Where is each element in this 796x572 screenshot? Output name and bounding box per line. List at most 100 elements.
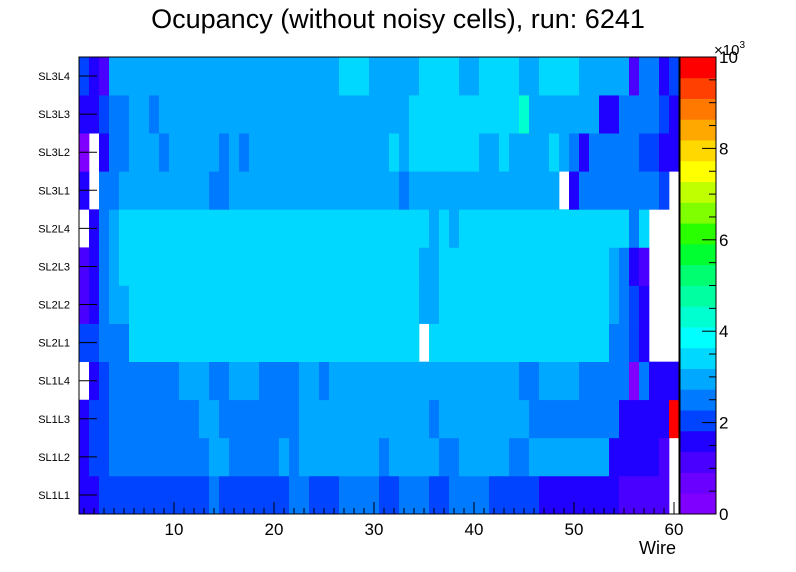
heatmap-cell xyxy=(619,133,630,172)
heatmap-cell xyxy=(119,57,130,96)
heatmap-cell xyxy=(249,437,260,477)
heatmap-cell xyxy=(179,399,190,439)
heatmap-cell xyxy=(329,323,340,363)
heatmap-cell xyxy=(299,475,310,515)
heatmap-cell xyxy=(209,399,220,439)
heatmap-cell xyxy=(219,209,230,248)
heatmap-cell xyxy=(99,361,110,401)
heatmap-cell xyxy=(579,133,590,172)
x-axis: 10 20 30 40 50 60 xyxy=(83,502,683,539)
heatmap-cell xyxy=(589,399,600,439)
heatmap-cell xyxy=(189,95,200,134)
heatmap-cell xyxy=(549,209,560,248)
heatmap-cell xyxy=(269,437,280,477)
heatmap-cell xyxy=(449,57,460,96)
heatmap-cell xyxy=(449,323,460,363)
heatmap-cell xyxy=(179,95,190,134)
heatmap-cell xyxy=(379,285,390,324)
heatmap-cell xyxy=(359,323,370,363)
y-category-label: SL1L4 xyxy=(38,376,70,388)
heatmap-cell xyxy=(199,57,210,96)
heatmap-cell xyxy=(659,95,670,134)
heatmap-cell xyxy=(489,209,500,248)
heatmap-cell xyxy=(519,437,530,477)
heatmap-cell xyxy=(559,285,570,324)
heatmap-cell xyxy=(539,437,550,477)
heatmap-cell xyxy=(369,171,380,210)
heatmap-cell xyxy=(579,475,590,515)
heatmap-cell xyxy=(309,209,320,248)
heatmap-cell xyxy=(559,95,570,134)
color-bar-swatch xyxy=(680,306,716,328)
heatmap-cell xyxy=(549,171,560,210)
heatmap-cell xyxy=(299,323,310,363)
heatmap-cell xyxy=(529,361,540,401)
heatmap-cell xyxy=(469,399,480,439)
heatmap-cell xyxy=(269,209,280,248)
heatmap-cell xyxy=(209,285,220,324)
heatmap-cell xyxy=(339,361,350,401)
heatmap-cell xyxy=(139,323,150,363)
heatmap-cell xyxy=(589,323,600,363)
heatmap-cell xyxy=(559,57,570,96)
heatmap-cell xyxy=(379,247,390,286)
heatmap-cell xyxy=(509,361,520,401)
heatmap-cell xyxy=(109,133,120,172)
heatmap-cell xyxy=(109,399,120,439)
heatmap-cell xyxy=(649,399,660,439)
color-bar-swatch xyxy=(680,472,716,494)
heatmap-cell xyxy=(239,133,250,172)
heatmap-cell xyxy=(239,171,250,210)
heatmap-cell xyxy=(419,171,430,210)
heatmap-cell xyxy=(579,209,590,248)
heatmap-cell xyxy=(239,247,250,286)
heatmap-cell xyxy=(409,209,420,248)
heatmap-cell xyxy=(159,95,170,134)
heatmap-cell xyxy=(349,57,360,96)
color-bar-swatch xyxy=(680,140,716,162)
heatmap-cell xyxy=(439,399,450,439)
heatmap-cell xyxy=(609,209,620,248)
heatmap-cell xyxy=(119,133,130,172)
heatmap-cell xyxy=(229,361,240,401)
heatmap-cell xyxy=(499,399,510,439)
heatmap-cell xyxy=(369,475,380,515)
heatmap-cell xyxy=(149,57,160,96)
color-bar-swatch xyxy=(680,223,716,245)
heatmap-cell xyxy=(209,437,220,477)
heatmap-cell xyxy=(139,95,150,134)
heatmap-cell xyxy=(579,247,590,286)
heatmap-cell xyxy=(459,57,470,96)
heatmap-cell xyxy=(349,361,360,401)
heatmap-cell xyxy=(219,95,230,134)
heatmap-cell xyxy=(199,475,210,515)
heatmap-cell xyxy=(519,475,530,515)
heatmap-cell xyxy=(579,285,590,324)
y-axis: SL1L1 SL1L2 SL1L3 SL1L4 SL2L1 SL2L2 SL2L3 SL2L4… xyxy=(38,71,97,502)
heatmap-cell xyxy=(489,399,500,439)
color-bar-swatch xyxy=(680,285,716,307)
color-bar-tick-label: 0 xyxy=(719,505,728,524)
heatmap-cell xyxy=(639,475,650,515)
heatmap-cell xyxy=(639,171,650,210)
heatmap-cell xyxy=(609,171,620,210)
heatmap-cell xyxy=(489,323,500,363)
heatmap-cell xyxy=(279,95,290,134)
heatmap-cell xyxy=(359,133,370,172)
heatmap-cell xyxy=(359,475,370,515)
heatmap-cell xyxy=(659,133,670,172)
color-bar-swatch xyxy=(680,493,716,515)
heatmap-cell xyxy=(429,133,440,172)
heatmap-cell xyxy=(219,323,230,363)
heatmap-cell xyxy=(379,399,390,439)
heatmap-cell xyxy=(569,247,580,286)
heatmap-cell xyxy=(579,399,590,439)
heatmap-cell xyxy=(279,475,290,515)
heatmap-cell xyxy=(499,323,510,363)
heatmap-cell xyxy=(309,57,320,96)
heatmap-cell xyxy=(589,95,600,134)
heatmap-cell xyxy=(219,57,230,96)
heatmap-cell xyxy=(599,323,610,363)
heatmap-cell xyxy=(129,171,140,210)
